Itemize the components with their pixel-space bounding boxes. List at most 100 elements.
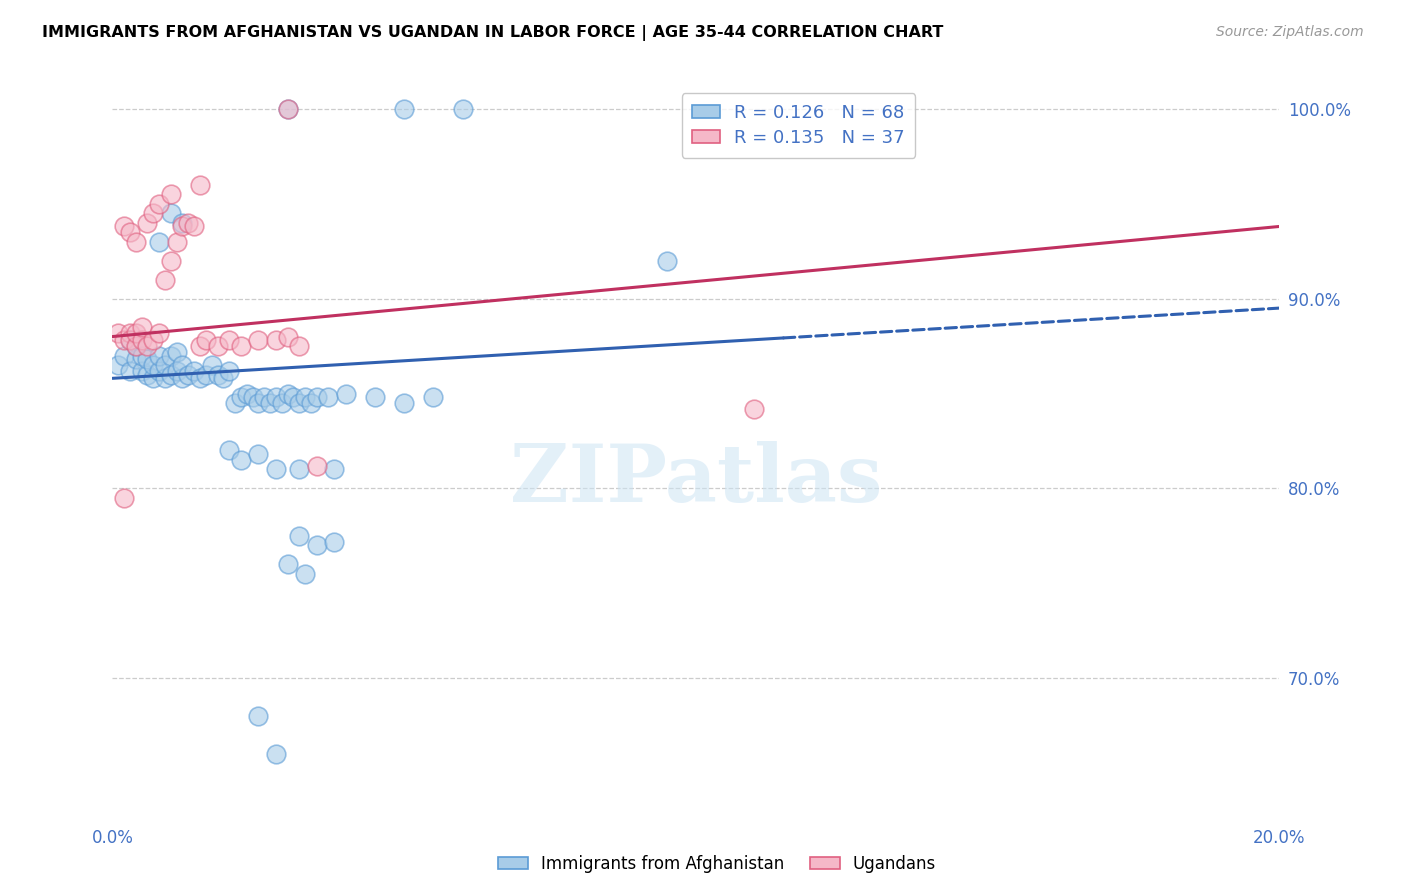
Text: Source: ZipAtlas.com: Source: ZipAtlas.com <box>1216 25 1364 39</box>
Point <box>131 334 153 348</box>
Point <box>235 386 257 401</box>
Point <box>183 364 205 378</box>
Point <box>247 334 270 348</box>
Point <box>142 371 165 385</box>
Point <box>125 339 148 353</box>
Point <box>172 371 194 385</box>
Point <box>148 364 170 378</box>
Point <box>125 352 148 367</box>
Point <box>218 364 240 378</box>
Point <box>136 216 159 230</box>
Point <box>112 491 135 505</box>
Point <box>107 358 129 372</box>
Point <box>118 334 141 348</box>
Point <box>247 447 270 461</box>
Point <box>276 102 298 116</box>
Point <box>177 216 200 230</box>
Point <box>264 462 287 476</box>
Point <box>188 371 211 385</box>
Text: ZIPatlas: ZIPatlas <box>510 441 882 519</box>
Point <box>160 349 183 363</box>
Point <box>160 206 183 220</box>
Point <box>118 326 141 340</box>
Point <box>136 352 159 367</box>
Point <box>224 396 246 410</box>
Point <box>212 371 235 385</box>
Point <box>218 443 240 458</box>
Point <box>148 196 170 211</box>
Point <box>160 187 183 202</box>
Point <box>247 396 270 410</box>
Point <box>166 344 188 359</box>
Point <box>270 396 292 410</box>
Point <box>451 102 474 116</box>
Point <box>276 329 298 343</box>
Point <box>125 326 148 340</box>
Point <box>194 334 217 348</box>
Point <box>131 364 153 378</box>
Point <box>148 326 170 340</box>
Point <box>305 538 328 552</box>
Point <box>136 368 159 382</box>
Point <box>125 339 148 353</box>
Point <box>299 396 322 410</box>
Point <box>107 326 129 340</box>
Point <box>264 747 287 762</box>
Point <box>125 235 148 249</box>
Point <box>422 390 444 404</box>
Point <box>742 401 765 416</box>
Point <box>294 390 316 404</box>
Point <box>242 390 264 404</box>
Text: IMMIGRANTS FROM AFGHANISTAN VS UGANDAN IN LABOR FORCE | AGE 35-44 CORRELATION CH: IMMIGRANTS FROM AFGHANISTAN VS UGANDAN I… <box>42 25 943 41</box>
Point <box>655 253 678 268</box>
Point <box>394 396 416 410</box>
Point <box>288 462 311 476</box>
Point <box>166 364 188 378</box>
Point <box>218 334 240 348</box>
Point <box>142 358 165 372</box>
Point <box>253 390 276 404</box>
Point <box>394 102 416 116</box>
Point <box>229 339 252 353</box>
Point <box>264 390 287 404</box>
Point <box>305 390 328 404</box>
Point <box>153 371 176 385</box>
Point <box>264 334 287 348</box>
Point <box>276 102 298 116</box>
Point <box>323 534 346 549</box>
Point <box>323 462 346 476</box>
Point <box>318 390 340 404</box>
Point <box>194 368 217 382</box>
Point <box>294 566 316 581</box>
Point <box>118 364 141 378</box>
Point <box>160 368 183 382</box>
Point <box>160 253 183 268</box>
Point <box>247 709 270 723</box>
Point <box>112 349 135 363</box>
Point <box>136 339 159 353</box>
Point <box>288 396 311 410</box>
Point <box>305 458 328 473</box>
Point <box>207 368 229 382</box>
Point <box>153 272 176 286</box>
Point <box>229 453 252 467</box>
Point <box>148 349 170 363</box>
Point <box>259 396 281 410</box>
Point <box>172 219 194 234</box>
Point <box>335 386 357 401</box>
Point <box>183 219 205 234</box>
Point <box>177 368 200 382</box>
Point <box>148 235 170 249</box>
Point <box>276 558 298 572</box>
Point <box>364 390 387 404</box>
Point <box>166 235 188 249</box>
Point <box>118 334 141 348</box>
Legend: Immigrants from Afghanistan, Ugandans: Immigrants from Afghanistan, Ugandans <box>491 848 943 880</box>
Point <box>288 339 311 353</box>
Point <box>207 339 229 353</box>
Point <box>142 334 165 348</box>
Point <box>288 529 311 543</box>
Point <box>201 358 224 372</box>
Point <box>188 339 211 353</box>
Point <box>153 358 176 372</box>
